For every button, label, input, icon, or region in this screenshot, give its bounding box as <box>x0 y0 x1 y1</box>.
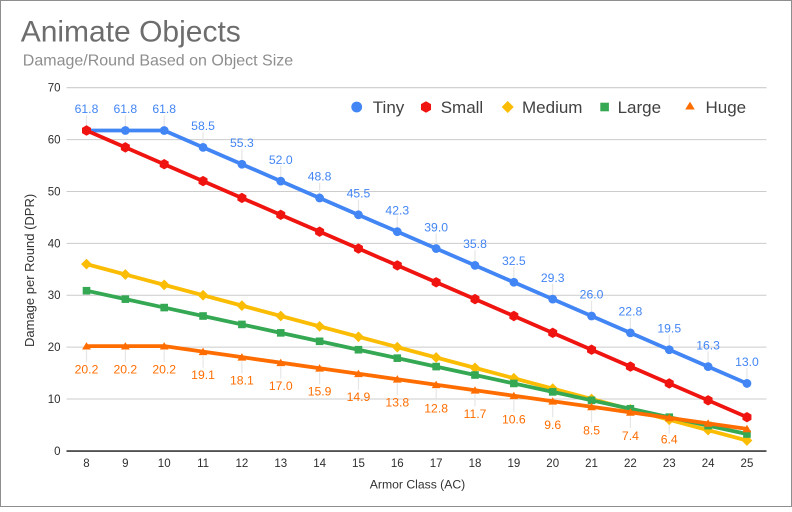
svg-text:39.0: 39.0 <box>424 220 448 234</box>
svg-text:17: 17 <box>430 458 443 470</box>
svg-text:61.8: 61.8 <box>75 102 99 116</box>
svg-text:15: 15 <box>352 458 365 470</box>
svg-text:20.2: 20.2 <box>152 363 176 377</box>
svg-text:20.2: 20.2 <box>113 363 137 377</box>
svg-text:10: 10 <box>48 394 61 406</box>
svg-text:19.1: 19.1 <box>191 368 215 382</box>
svg-text:9: 9 <box>122 458 128 470</box>
svg-text:15.9: 15.9 <box>308 385 332 399</box>
svg-text:26.0: 26.0 <box>580 288 604 302</box>
svg-text:19.5: 19.5 <box>657 321 681 335</box>
svg-text:10.6: 10.6 <box>502 412 526 426</box>
svg-text:19: 19 <box>507 458 520 470</box>
svg-text:13.0: 13.0 <box>735 355 759 369</box>
svg-text:35.8: 35.8 <box>463 237 487 251</box>
svg-text:20: 20 <box>546 458 559 470</box>
svg-text:58.5: 58.5 <box>191 119 215 133</box>
svg-text:22: 22 <box>624 458 637 470</box>
svg-text:25: 25 <box>741 458 754 470</box>
svg-text:12.8: 12.8 <box>424 401 448 415</box>
svg-text:11.7: 11.7 <box>464 407 487 421</box>
svg-text:14: 14 <box>313 458 326 470</box>
svg-text:40: 40 <box>48 238 61 250</box>
svg-text:7.4: 7.4 <box>622 429 639 443</box>
svg-text:70: 70 <box>48 83 61 95</box>
svg-text:16.3: 16.3 <box>696 338 720 352</box>
svg-text:16: 16 <box>391 458 404 470</box>
svg-text:13.8: 13.8 <box>385 396 409 410</box>
svg-text:Tiny: Tiny <box>373 98 405 117</box>
svg-text:Medium: Medium <box>522 98 582 117</box>
svg-text:9.6: 9.6 <box>544 418 561 432</box>
svg-text:6.4: 6.4 <box>661 432 678 446</box>
svg-text:60: 60 <box>48 134 61 146</box>
svg-text:50: 50 <box>48 186 61 198</box>
svg-text:21: 21 <box>585 458 598 470</box>
svg-text:42.3: 42.3 <box>385 203 409 217</box>
svg-text:Small: Small <box>441 98 484 117</box>
svg-text:52.0: 52.0 <box>269 153 293 167</box>
svg-text:13: 13 <box>274 458 287 470</box>
svg-text:29.3: 29.3 <box>541 271 565 285</box>
svg-text:18: 18 <box>469 458 482 470</box>
svg-text:Huge: Huge <box>706 98 747 117</box>
svg-text:10: 10 <box>158 458 171 470</box>
svg-text:17.0: 17.0 <box>269 379 293 393</box>
svg-text:30: 30 <box>48 290 61 302</box>
svg-text:24: 24 <box>702 458 715 470</box>
svg-text:Animate Objects: Animate Objects <box>21 16 241 49</box>
svg-text:11: 11 <box>197 458 209 470</box>
svg-text:48.8: 48.8 <box>308 170 332 184</box>
svg-text:32.5: 32.5 <box>502 254 526 268</box>
svg-text:18.1: 18.1 <box>230 374 254 388</box>
svg-text:12: 12 <box>236 458 249 470</box>
svg-text:8: 8 <box>83 458 89 470</box>
svg-text:20: 20 <box>48 342 61 354</box>
svg-text:Damage per Round (DPR): Damage per Round (DPR) <box>22 194 37 347</box>
svg-text:61.8: 61.8 <box>152 102 176 116</box>
svg-text:61.8: 61.8 <box>113 102 137 116</box>
svg-text:45.5: 45.5 <box>347 187 371 201</box>
svg-text:22.8: 22.8 <box>619 305 643 319</box>
svg-text:14.9: 14.9 <box>347 390 371 404</box>
svg-text:Large: Large <box>618 98 661 117</box>
svg-text:23: 23 <box>663 458 676 470</box>
svg-text:55.3: 55.3 <box>230 136 254 150</box>
svg-text:Armor Class (AC): Armor Class (AC) <box>370 477 465 491</box>
svg-text:8.5: 8.5 <box>583 423 600 437</box>
svg-text:Damage/Round Based on Object S: Damage/Round Based on Object Size <box>23 53 293 70</box>
svg-text:20.2: 20.2 <box>75 363 99 377</box>
svg-text:0: 0 <box>54 446 60 458</box>
